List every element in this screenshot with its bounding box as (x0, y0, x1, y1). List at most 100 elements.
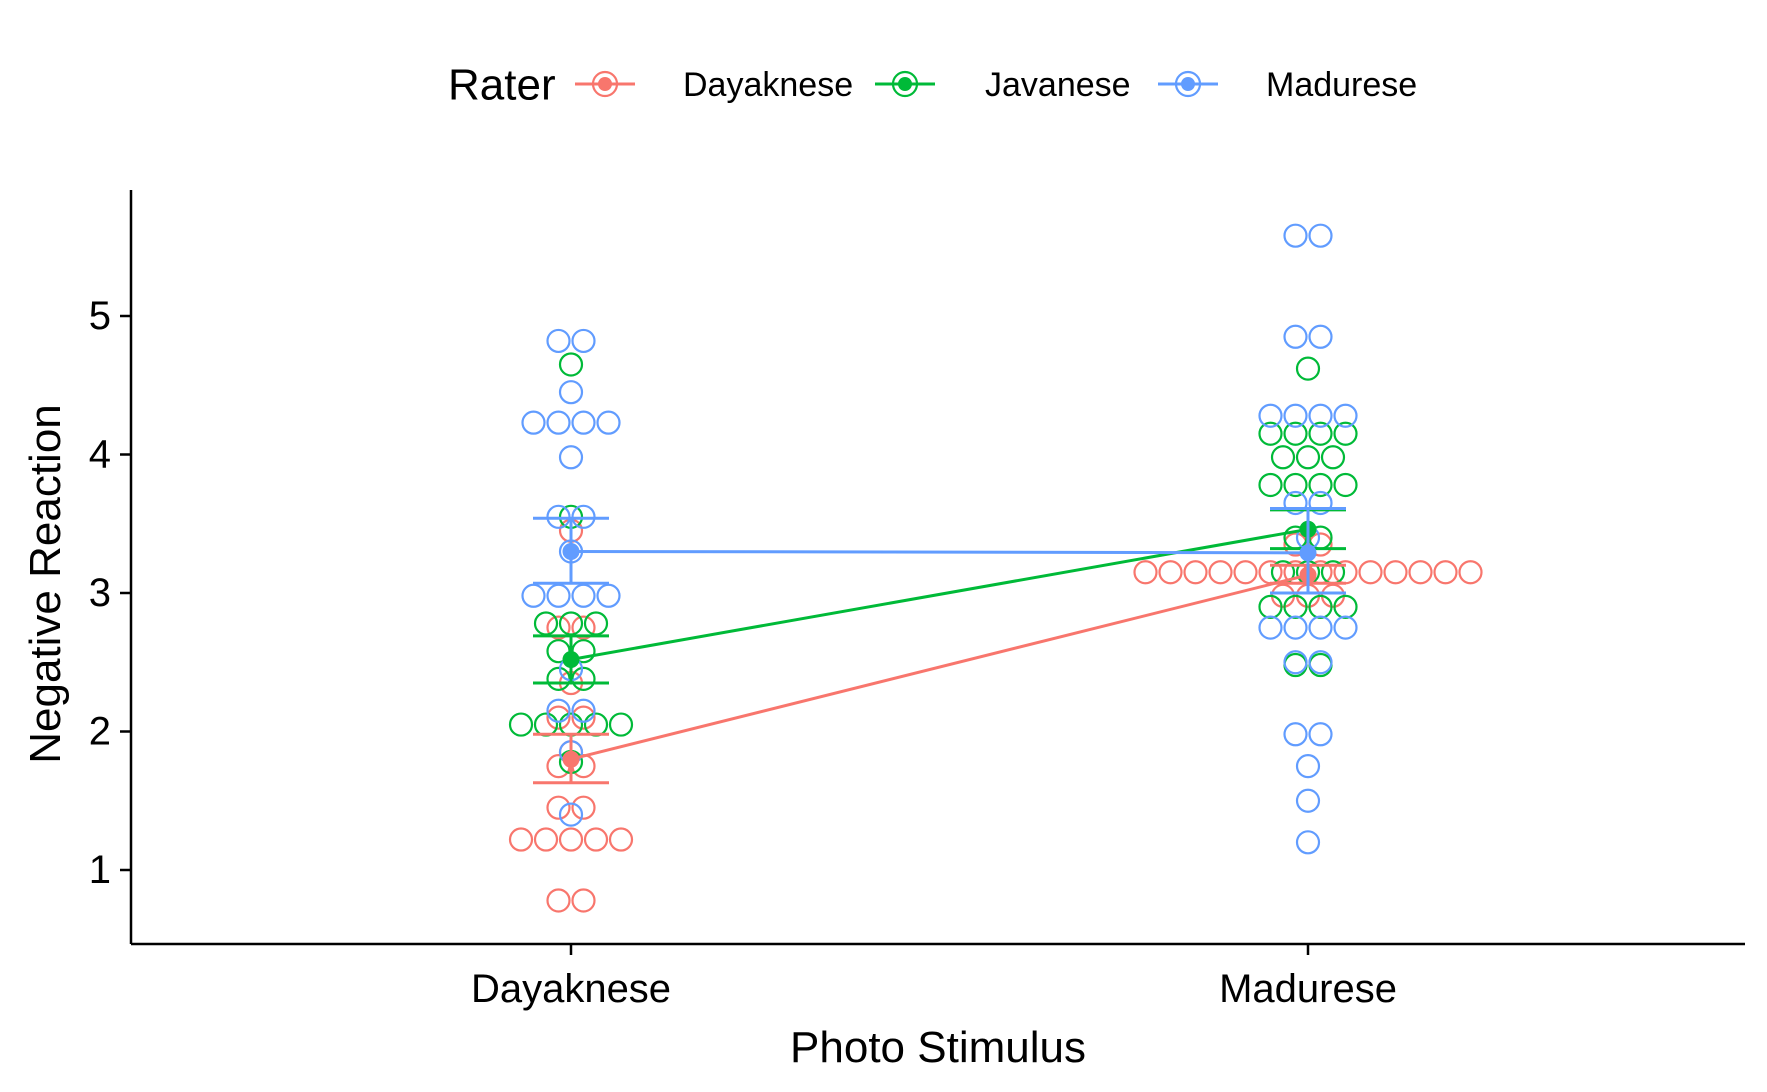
data-point (546, 328, 571, 354)
data-point (1258, 615, 1283, 640)
data-point (583, 611, 609, 636)
data-point (1333, 615, 1358, 640)
data-point (571, 615, 596, 640)
data-point (1308, 223, 1333, 248)
data-point (1295, 830, 1321, 855)
data-point (546, 705, 571, 730)
data-point (533, 827, 559, 852)
data-point (1308, 650, 1333, 675)
data-point (1295, 754, 1321, 779)
legend-key-ring (891, 70, 919, 98)
data-point (1283, 615, 1308, 640)
data-point (1283, 421, 1308, 446)
data-point (1158, 560, 1183, 585)
data-point (571, 705, 596, 730)
data-point (558, 827, 584, 852)
data-point (1258, 421, 1283, 446)
data-point (596, 583, 621, 608)
data-point (571, 888, 596, 913)
data-point (521, 583, 546, 608)
data-point (558, 380, 584, 405)
x-axis-title: Photo Stimulus (790, 1023, 1086, 1072)
mean-point (562, 750, 580, 768)
data-point (1308, 472, 1333, 498)
data-point (521, 410, 546, 435)
data-point (558, 802, 584, 827)
y-tick-label: 3 (89, 571, 111, 615)
legend-label: Madurese (1266, 66, 1417, 104)
data-point (608, 712, 634, 737)
data-point (1283, 403, 1308, 428)
data-point (558, 712, 584, 737)
data-point (558, 611, 584, 636)
data-point (1283, 594, 1308, 619)
data-point (508, 827, 534, 852)
data-point (1408, 560, 1433, 585)
legend-title: Rater (448, 61, 556, 110)
y-tick-label: 4 (89, 433, 111, 477)
y-tick-label: 1 (89, 848, 111, 892)
data-point (1283, 324, 1308, 349)
data-point (1333, 421, 1358, 446)
data-point (583, 712, 609, 737)
data-point (1333, 403, 1358, 428)
data-point (533, 712, 559, 737)
data-point (571, 410, 596, 435)
data-point (1308, 594, 1333, 619)
data-point (1258, 403, 1283, 428)
mean-point (1299, 544, 1317, 562)
legend-label: Dayaknese (683, 66, 853, 104)
legend-key-ring (591, 70, 619, 98)
data-point (571, 698, 596, 723)
data-point (546, 888, 571, 913)
data-point (1308, 722, 1333, 747)
data-point (1308, 615, 1333, 640)
data-point (583, 827, 609, 852)
data-point (1183, 560, 1208, 585)
data-point (1333, 472, 1358, 498)
data-point (1308, 421, 1333, 446)
mean-line (570, 527, 1309, 661)
data-point (546, 410, 571, 435)
data-point (1258, 472, 1283, 498)
data-point (571, 795, 596, 820)
data-point (1133, 560, 1158, 585)
data-point (1295, 356, 1321, 381)
data-point (1433, 560, 1458, 585)
data-point (1458, 560, 1483, 585)
data-point (1308, 490, 1333, 516)
data-point (546, 795, 571, 820)
x-tick-label: Madurese (1219, 967, 1397, 1011)
data-point (1208, 560, 1233, 585)
data-point (1308, 324, 1333, 349)
legend-key-dot (898, 77, 912, 91)
mean-point (562, 650, 580, 668)
y-axis-title: Negative Reaction (21, 404, 70, 764)
x-tick-label: Dayaknese (471, 967, 671, 1011)
data-point (533, 611, 559, 636)
data-point (571, 583, 596, 608)
data-point (1295, 788, 1321, 813)
data-point (1358, 560, 1383, 585)
data-point (1295, 445, 1321, 470)
data-point (1283, 472, 1308, 498)
data-point (1383, 560, 1408, 585)
legend-key-ring (1174, 70, 1202, 98)
data-point (1258, 594, 1283, 619)
data-point (1270, 445, 1296, 470)
data-point (546, 583, 571, 608)
legend-key-dot (598, 77, 612, 91)
mean-line (570, 573, 1309, 761)
data-point (1283, 650, 1308, 675)
data-point (1320, 445, 1346, 470)
legend: Rater Dayaknese Javanese Madurese (448, 61, 1417, 110)
data-point (546, 615, 571, 640)
data-point (608, 827, 634, 852)
data-point (1308, 403, 1333, 428)
mean-line (570, 549, 1309, 555)
legend-key-dot (1181, 77, 1195, 91)
summary-layer (533, 507, 1346, 785)
data-point (1233, 560, 1258, 585)
mean-point (562, 542, 580, 560)
